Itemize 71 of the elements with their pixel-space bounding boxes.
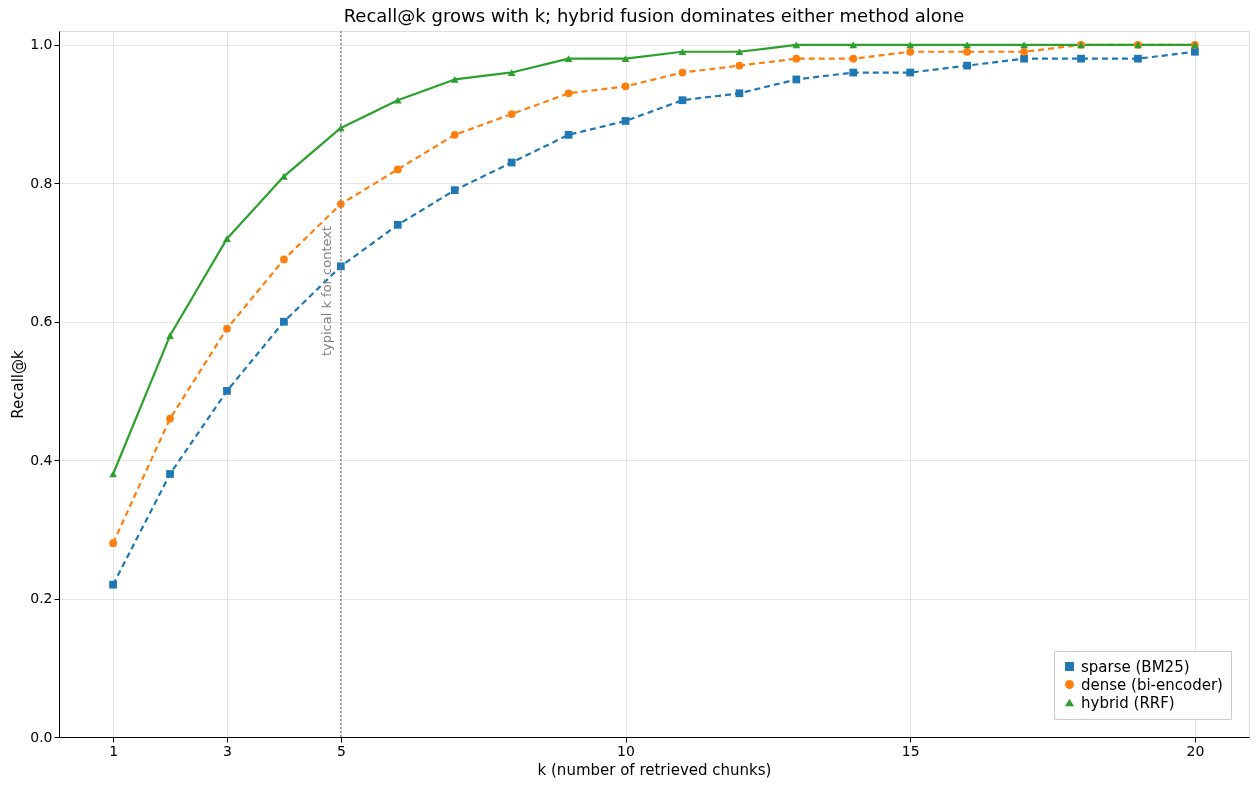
point	[792, 75, 801, 84]
point	[963, 41, 972, 49]
point	[963, 61, 972, 70]
point	[849, 54, 858, 63]
point	[735, 61, 744, 70]
point	[1020, 54, 1028, 63]
point	[223, 387, 231, 395]
point	[621, 82, 630, 91]
point	[336, 200, 345, 208]
point	[792, 54, 801, 63]
point	[280, 317, 288, 326]
point	[166, 470, 174, 478]
point	[450, 130, 459, 139]
point	[223, 324, 231, 333]
point	[109, 580, 117, 589]
point	[336, 262, 345, 271]
legend-label: hybrid (RRF)	[1081, 693, 1175, 712]
point	[963, 47, 972, 56]
point	[223, 235, 231, 242]
x-tick-label: 10	[617, 742, 635, 759]
y-tick-label: 0.4	[30, 451, 53, 468]
point	[393, 165, 402, 174]
x-tick-label: 1	[109, 742, 119, 759]
y-tick-label: 1.0	[30, 36, 53, 53]
x-tick-label: 20	[1186, 742, 1205, 759]
x-axis-title: k (number of retrieved chunks)	[537, 760, 772, 779]
point	[906, 68, 915, 77]
legend-label: dense (bi-encoder)	[1081, 675, 1223, 694]
legend-label: sparse (BM25)	[1081, 657, 1190, 676]
point	[564, 89, 573, 98]
point	[1134, 54, 1142, 63]
point	[906, 41, 915, 49]
point	[849, 68, 858, 77]
point	[678, 96, 687, 105]
point	[507, 69, 516, 76]
point	[166, 414, 174, 423]
point	[166, 332, 174, 339]
point	[507, 158, 516, 167]
point	[792, 41, 801, 49]
point	[621, 55, 630, 63]
x-tick-label: 3	[223, 742, 232, 759]
point	[678, 48, 687, 56]
point	[735, 48, 744, 56]
x-tick-label: 5	[336, 742, 346, 759]
chart-title: Recall@k grows with k; hybrid fusion dominates either method alone	[343, 5, 965, 27]
point	[450, 186, 459, 195]
y-axis-title: Recall@k	[9, 349, 28, 419]
point	[1077, 54, 1085, 63]
point	[564, 130, 573, 139]
point	[280, 173, 288, 180]
point	[507, 110, 516, 118]
ref-line-label: typical k for context	[318, 225, 334, 357]
point	[849, 41, 858, 49]
point	[450, 76, 459, 83]
y-tick-label: 0.0	[30, 728, 53, 745]
point	[564, 55, 573, 63]
y-tick-label: 0.8	[30, 174, 53, 191]
point	[1020, 41, 1028, 49]
point	[735, 89, 744, 98]
point	[906, 47, 915, 56]
y-tick-label: 0.2	[30, 590, 53, 607]
point	[1191, 47, 1199, 56]
point	[393, 96, 402, 104]
point	[109, 539, 117, 548]
point	[621, 117, 630, 125]
point	[393, 220, 402, 229]
point	[678, 68, 687, 77]
x-tick-label: 15	[901, 742, 920, 759]
y-tick-label: 0.6	[30, 313, 53, 330]
point	[1020, 47, 1028, 56]
point	[280, 255, 288, 264]
